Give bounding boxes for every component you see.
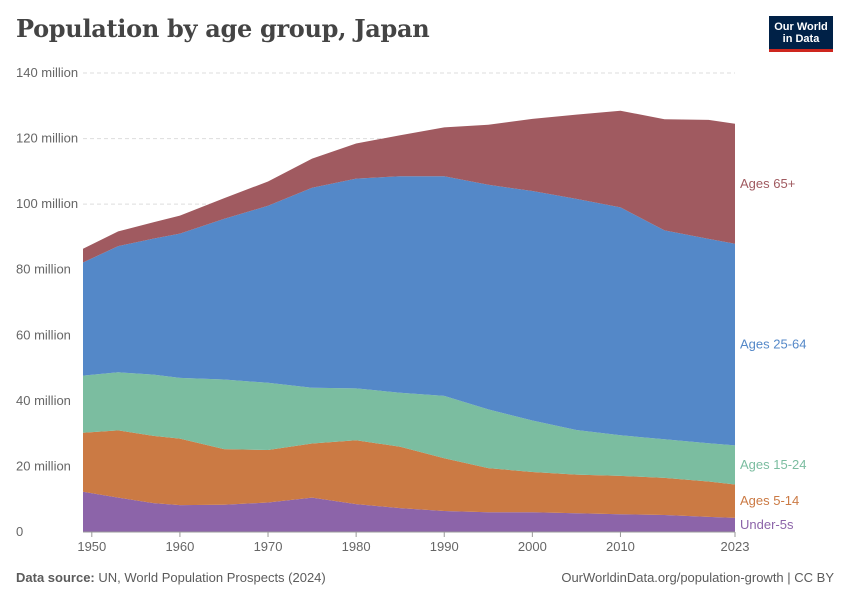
y-tick-label: 120 million <box>16 131 78 146</box>
x-tick-label: 1960 <box>165 539 194 554</box>
data-source-text: UN, World Population Prospects (2024) <box>98 570 326 585</box>
series-label-ages-5-14: Ages 5-14 <box>740 493 799 508</box>
x-tick-label: 1990 <box>430 539 459 554</box>
series-label-ages-65-: Ages 65+ <box>740 176 795 191</box>
page-title: Population by age group, Japan <box>16 14 430 43</box>
y-tick-label: 80 million <box>16 262 71 277</box>
attribution-link[interactable]: OurWorldinData.org/population-growth | C… <box>561 570 834 585</box>
owid-logo[interactable]: Our World in Data <box>769 16 833 52</box>
data-source: Data source: UN, World Population Prospe… <box>16 570 326 585</box>
y-tick-label: 100 million <box>16 196 78 211</box>
axes: 0 20 million 40 million 60 million 80 millio… <box>16 65 749 554</box>
series-labels: Under-5s Ages 5-14 Ages 15-24 Ages 25-64 Age… <box>740 176 807 532</box>
series-label-under-5s: Under-5s <box>740 517 794 532</box>
y-tick-label: 40 million <box>16 393 71 408</box>
x-tick-label: 1980 <box>342 539 371 554</box>
logo-line-2: in Data <box>782 33 820 45</box>
series-label-ages-15-24: Ages 15-24 <box>740 457 807 472</box>
area-under-5s <box>83 491 735 532</box>
x-tick-label: 2000 <box>518 539 547 554</box>
area-ages-25-64 <box>83 176 735 446</box>
y-tick-label: 140 million <box>16 65 78 80</box>
area-ages-5-14 <box>83 430 735 518</box>
series-label-ages-25-64: Ages 25-64 <box>740 337 807 352</box>
y-tick-label: 20 million <box>16 458 71 473</box>
y-tick-label: 0 <box>16 524 23 539</box>
data-source-label: Data source: <box>16 570 95 585</box>
x-tick-label: 2010 <box>606 539 635 554</box>
x-tick-label: 2023 <box>721 539 750 554</box>
logo-line-1: Our World <box>774 21 828 33</box>
area-ages-65- <box>83 110 735 263</box>
x-tick-label: 1950 <box>77 539 106 554</box>
area-ages-15-24 <box>83 372 735 485</box>
area-series <box>83 110 735 532</box>
x-tick-label: 1970 <box>254 539 283 554</box>
y-tick-label: 60 million <box>16 327 71 342</box>
